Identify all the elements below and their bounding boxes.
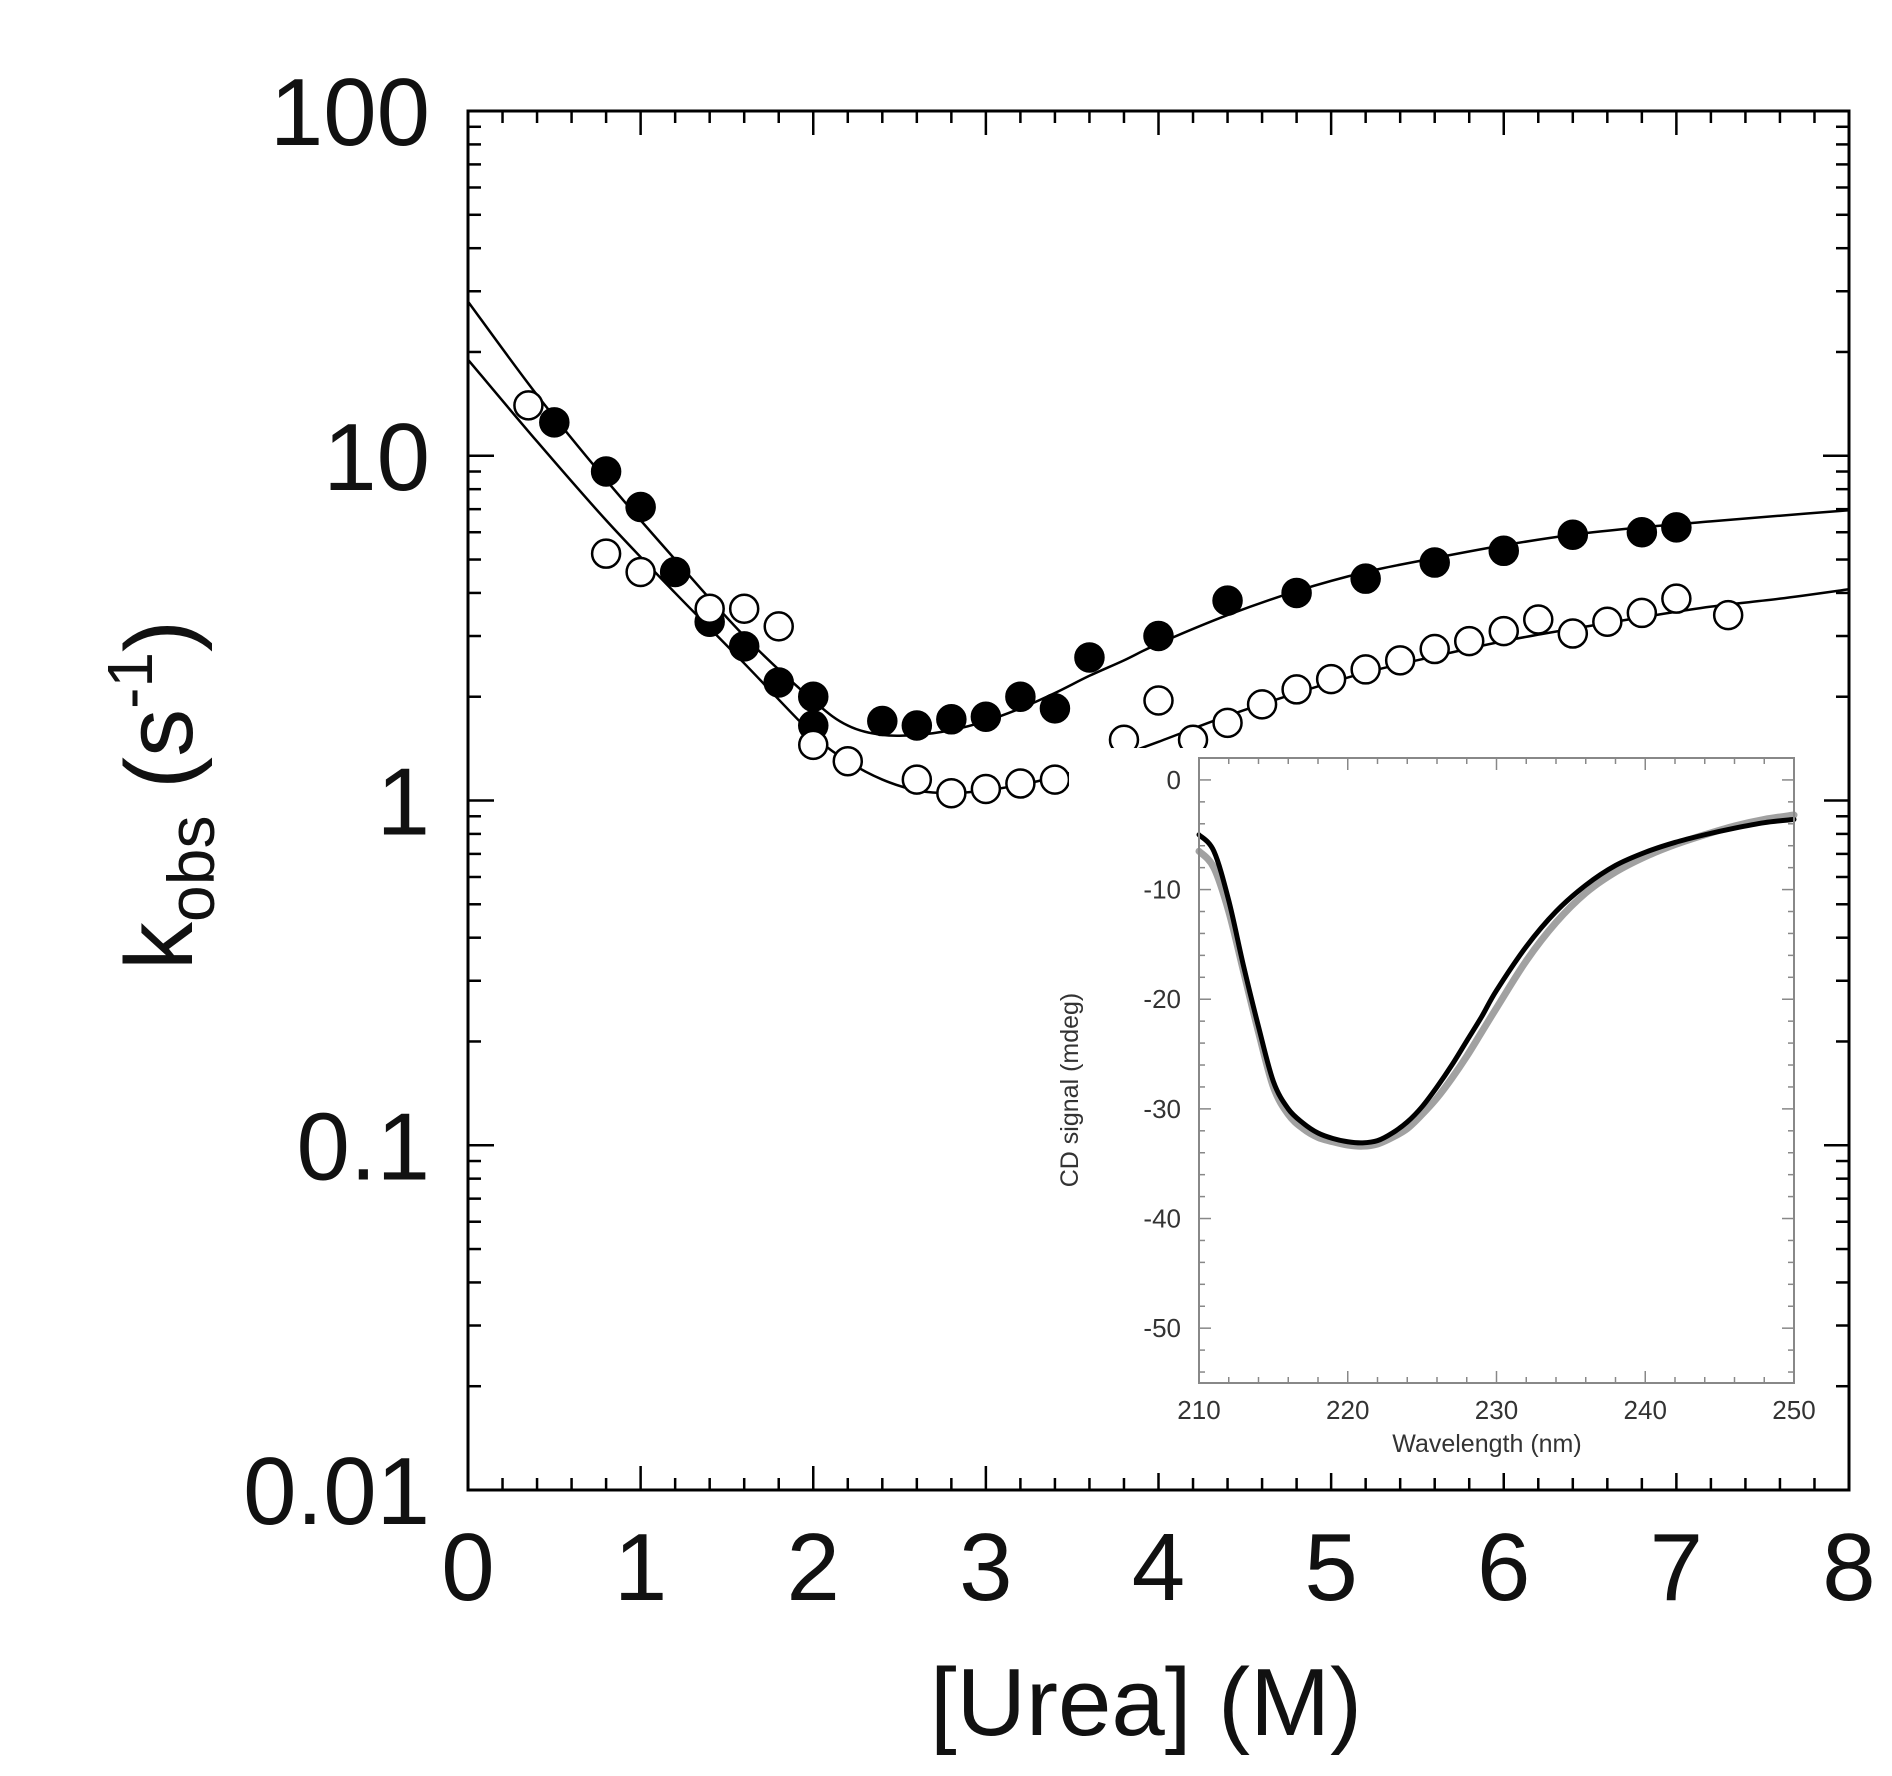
open-data-point: [1419, 633, 1450, 665]
inset-y-tick-label: -40: [1143, 1204, 1181, 1234]
main-x-tick-label: 4: [1132, 1514, 1185, 1621]
filled-data-point: [763, 667, 794, 698]
open-data-point: [936, 777, 967, 809]
inset-y-tick-label: 0: [1167, 765, 1181, 795]
inset-y-axis-label: CD signal (mdeg): [1056, 993, 1084, 1188]
filled-data-point: [1557, 519, 1589, 550]
filled-data-point: [1419, 547, 1450, 578]
open-data-point: [1350, 654, 1381, 685]
open-data-point: [728, 593, 760, 624]
open-data-point: [1453, 625, 1485, 657]
open-data-point: [1246, 689, 1278, 720]
main-y-tick-label: 100: [270, 59, 430, 166]
inset-tick-marks: [1198, 757, 1795, 1383]
open-data-point: [625, 556, 656, 588]
main-x-tick-label: 0: [441, 1514, 494, 1621]
inset-plot-frame: [1198, 757, 1795, 1384]
main-chart: 0 1 2 3 4 5 6 7 8 0.01 0.1 1 10 100 [Urea] (M) kobs …: [94, 59, 1876, 1756]
inset-y-tick-labels: 0 -10 -20 -30 -40 -50: [1143, 765, 1181, 1343]
filled-data-point: [539, 407, 570, 438]
open-data-point: [1592, 606, 1623, 637]
filled-data-point: [1143, 620, 1174, 652]
filled-data-point: [625, 491, 656, 523]
inset-x-tick-labels: 210 220 230 240 250: [1177, 1395, 1815, 1425]
main-x-tick-label: 8: [1822, 1514, 1875, 1621]
open-data-point: [694, 593, 725, 624]
filled-data-point: [901, 710, 933, 741]
filled-data-point: [1039, 693, 1071, 724]
open-data-point: [798, 729, 829, 761]
filled-data-point: [1212, 585, 1243, 616]
filled-data-point: [1661, 512, 1692, 543]
filled-data-point: [936, 704, 967, 735]
main-x-tick-label: 7: [1650, 1514, 1703, 1621]
open-data-point: [1557, 618, 1589, 649]
filled-data-point: [590, 456, 622, 487]
main-x-tick-label: 6: [1477, 1514, 1530, 1621]
main-x-tick-label: 1: [614, 1514, 667, 1621]
open-data-point: [1212, 707, 1243, 739]
inset-x-tick-label: 230: [1475, 1395, 1518, 1425]
open-data-point: [1039, 764, 1071, 795]
open-data-point: [1281, 674, 1312, 705]
inset-y-tick-label: -20: [1143, 984, 1181, 1014]
inset-x-tick-label: 240: [1624, 1395, 1667, 1425]
inset-spectrum-line: [1196, 816, 1797, 1146]
inset-y-tick-label: -10: [1143, 875, 1181, 905]
main-x-tick-label: 3: [959, 1514, 1012, 1621]
open-data-point: [1315, 663, 1347, 695]
inset-y-tick-label: -50: [1143, 1313, 1181, 1343]
filled-data-point: [867, 705, 898, 737]
main-y-tick-label: 1: [377, 749, 430, 856]
filled-data-point: [970, 701, 1002, 732]
main-x-axis-label: [Urea] (M): [930, 1649, 1362, 1756]
filled-data-point: [659, 556, 691, 588]
inset-y-tick-label: -30: [1143, 1094, 1181, 1124]
filled-data-point: [728, 631, 760, 662]
inset-x-tick-label: 220: [1326, 1395, 1369, 1425]
filled-data-point: [1005, 681, 1036, 712]
open-data-point: [1712, 599, 1744, 631]
open-data-point: [1488, 615, 1519, 647]
main-y-axis-label: kobs (s-1): [94, 620, 228, 970]
open-data-point: [832, 745, 864, 777]
main-y-tick-label: 0.01: [243, 1438, 430, 1545]
main-x-tick-label: 2: [787, 1514, 840, 1621]
main-y-tick-label: 10: [323, 404, 430, 511]
open-data-point: [1523, 604, 1554, 635]
main-x-tick-labels: 0 1 2 3 4 5 6 7 8: [441, 1514, 1875, 1621]
main-x-tick-label: 5: [1304, 1514, 1357, 1621]
open-data-point: [1626, 597, 1658, 629]
inset-background: [1069, 748, 1824, 1473]
inset-chart: 210 220 230 240 250 0 -10 -20 -30 -40 -50 Wavelen…: [1056, 748, 1824, 1473]
open-data-point: [513, 390, 544, 421]
filled-data-point: [1626, 516, 1658, 548]
open-data-point: [1384, 645, 1416, 676]
inset-x-tick-label: 250: [1772, 1395, 1815, 1425]
inset-x-tick-label: 210: [1177, 1395, 1220, 1425]
open-data-point: [1005, 768, 1036, 799]
inset-spectra: [1195, 811, 1798, 1150]
main-y-tick-label: 0.1: [297, 1093, 430, 1200]
open-data-point: [1661, 583, 1692, 614]
open-data-point: [901, 764, 933, 795]
filled-data-point: [798, 681, 829, 712]
filled-data-point: [1074, 642, 1105, 673]
open-data-point: [763, 611, 794, 642]
open-data-point: [1143, 685, 1174, 716]
inset-x-axis-label: Wavelength (nm): [1392, 1430, 1581, 1458]
filled-data-point: [1350, 563, 1381, 594]
main-y-tick-labels: 0.01 0.1 1 10 100: [243, 59, 430, 1545]
open-data-point: [970, 773, 1002, 805]
open-data-point: [590, 538, 622, 569]
main-plot-frame: [466, 109, 1851, 1492]
filled-data-point: [1488, 535, 1519, 567]
main-data-points: [513, 390, 1744, 809]
filled-data-point: [1281, 577, 1312, 609]
